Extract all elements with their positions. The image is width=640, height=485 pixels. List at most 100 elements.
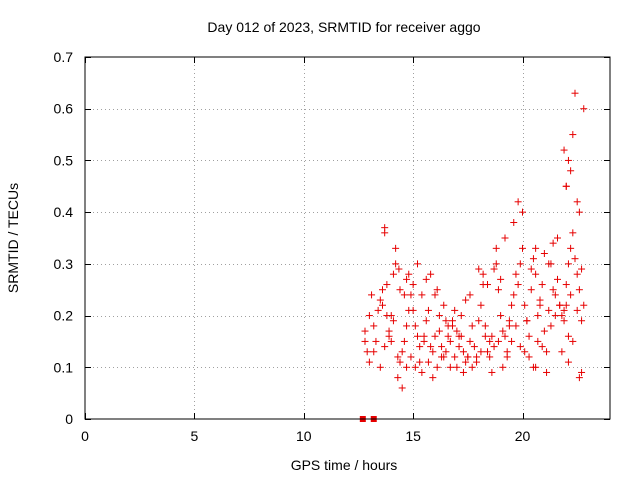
data-point: [374, 306, 382, 314]
data-point: [575, 286, 583, 294]
data-point: [379, 286, 386, 294]
data-point: [418, 291, 426, 299]
data-point: [580, 301, 588, 309]
data-point: [481, 322, 489, 330]
data-point: [453, 363, 461, 371]
data-point: [368, 291, 376, 299]
x-tick-label: 5: [190, 428, 198, 444]
data-point: [501, 234, 509, 242]
data-point: [532, 363, 540, 371]
data-point: [438, 343, 446, 351]
data-point: [519, 208, 526, 216]
data-point: [510, 291, 518, 299]
data-point: [394, 374, 402, 382]
data-point: [564, 156, 572, 164]
data-point: [446, 363, 454, 371]
data-point: [508, 337, 516, 345]
data-point: [387, 337, 395, 345]
data-point: [551, 291, 559, 299]
x-tick-label: 15: [405, 428, 421, 444]
data-point: [571, 89, 579, 97]
data-point: [538, 343, 546, 351]
data-point: [516, 260, 524, 268]
data-point: [540, 250, 548, 258]
data-point: [564, 260, 572, 268]
data-point: [512, 322, 520, 330]
data-point: [400, 291, 408, 299]
data-point: [578, 317, 586, 325]
data-point: [492, 260, 500, 268]
data-point: [389, 270, 397, 278]
data-point: [457, 312, 465, 320]
data-point: [381, 224, 389, 232]
data-point: [449, 317, 456, 325]
x-tick-label: 20: [515, 428, 531, 444]
data-point: [510, 218, 518, 226]
data-point: [365, 312, 373, 320]
data-point: [411, 363, 419, 371]
data-point: [571, 255, 579, 263]
data-point: [462, 296, 470, 304]
data-point: [540, 327, 548, 335]
data-point: [532, 244, 540, 252]
data-point: [575, 208, 583, 216]
data-point: [414, 332, 421, 340]
chart-title: Day 012 of 2023, SRMTID for receiver agg…: [207, 19, 480, 35]
data-point: [569, 229, 577, 237]
data-point: [516, 343, 524, 351]
data-point: [505, 322, 513, 330]
data-point: [560, 146, 568, 154]
data-point: [405, 270, 413, 278]
data-point: [394, 353, 402, 361]
data-point: [468, 322, 476, 330]
data-point: [446, 337, 454, 345]
data-point: [525, 353, 533, 361]
data-point: [499, 363, 507, 371]
data-point: [379, 301, 386, 309]
y-tick-label: 0.1: [54, 359, 74, 375]
data-point: [475, 265, 483, 273]
data-point: [387, 312, 395, 320]
data-point: [523, 317, 531, 325]
data-point: [532, 270, 540, 278]
data-point: [562, 182, 570, 190]
data-point: [361, 327, 369, 335]
data-point: [453, 327, 461, 335]
data-point: [551, 312, 559, 320]
data-point: [435, 312, 443, 320]
data-point: [442, 348, 450, 356]
data-point: [573, 198, 581, 206]
data-point: [396, 286, 404, 294]
data-point: [527, 265, 535, 273]
data-point: [484, 348, 491, 356]
x-tick-label: 10: [296, 428, 312, 444]
data-point: [464, 353, 472, 361]
grid-lines: [85, 57, 610, 419]
data-point: [519, 244, 526, 252]
data-point: [459, 368, 467, 376]
data-point: [514, 281, 522, 289]
data-point: [431, 291, 439, 299]
data-point: [569, 337, 577, 345]
data-marks: [361, 89, 588, 392]
data-point: [420, 332, 428, 340]
data-point: [562, 281, 570, 289]
data-point: [508, 301, 516, 309]
data-point: [365, 358, 373, 366]
data-point: [575, 374, 583, 382]
data-point: [578, 368, 586, 376]
data-point: [400, 337, 408, 345]
data-point: [477, 348, 485, 356]
data-point: [470, 343, 478, 351]
data-point: [554, 234, 561, 242]
data-point: [451, 353, 459, 361]
data-point: [477, 301, 485, 309]
data-point: [501, 332, 509, 340]
data-point: [527, 286, 535, 294]
y-tick-label: 0.7: [54, 49, 74, 65]
data-point: [416, 343, 424, 351]
data-point: [433, 363, 441, 371]
y-axis-ticks: 0 0.1 0.2 0.3 0.4 0.5 0.6 0.7: [54, 49, 610, 427]
